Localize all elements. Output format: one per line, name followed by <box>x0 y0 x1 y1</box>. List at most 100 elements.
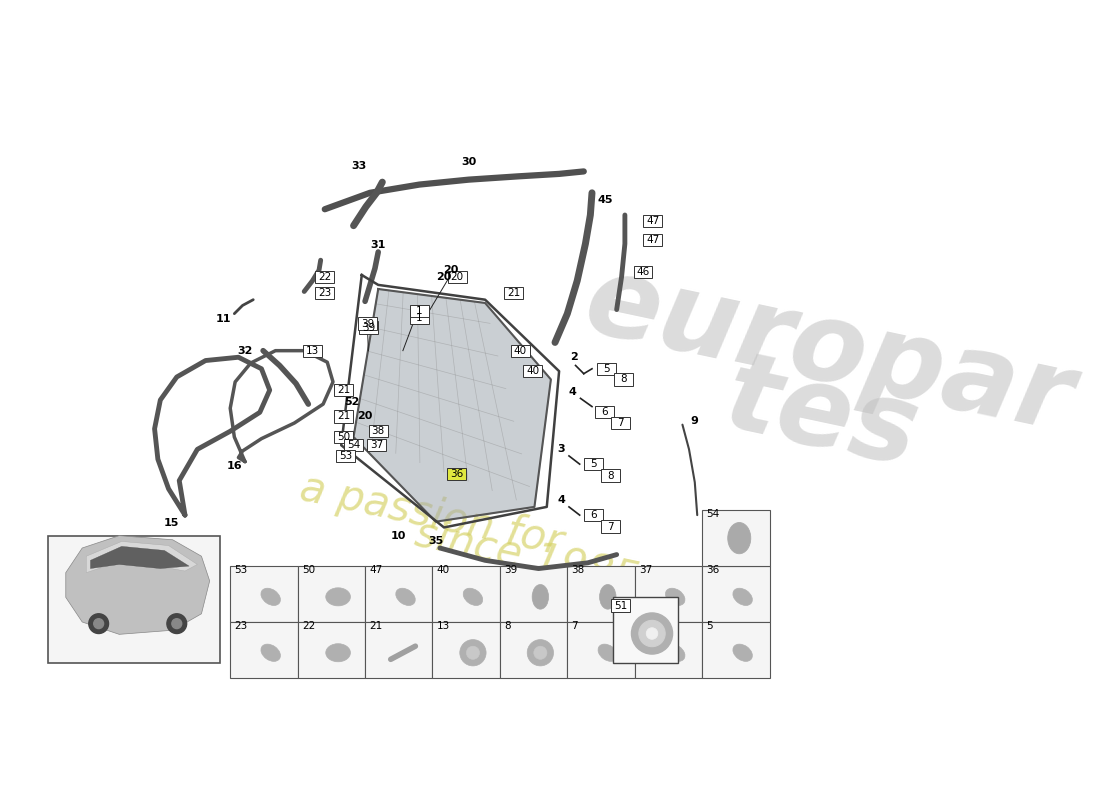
Text: 36: 36 <box>450 469 463 479</box>
Bar <box>702 622 770 678</box>
Circle shape <box>534 646 547 659</box>
Text: 30: 30 <box>461 157 476 166</box>
Ellipse shape <box>261 588 280 606</box>
Bar <box>298 622 365 678</box>
FancyBboxPatch shape <box>344 439 363 451</box>
Text: 37: 37 <box>370 440 383 450</box>
Ellipse shape <box>326 644 351 662</box>
Text: 35: 35 <box>428 537 443 546</box>
Bar <box>702 510 770 566</box>
Text: 46: 46 <box>637 266 650 277</box>
Text: 8: 8 <box>607 470 614 481</box>
Ellipse shape <box>532 585 549 609</box>
Text: 45: 45 <box>597 195 613 206</box>
Ellipse shape <box>733 588 752 606</box>
Bar <box>432 566 499 622</box>
Circle shape <box>527 639 553 666</box>
Bar <box>499 622 568 678</box>
FancyBboxPatch shape <box>448 270 466 283</box>
FancyBboxPatch shape <box>359 318 377 330</box>
Text: 21: 21 <box>337 411 350 422</box>
Text: 50: 50 <box>301 565 315 574</box>
Bar <box>702 566 770 622</box>
FancyBboxPatch shape <box>359 322 377 334</box>
Text: 8: 8 <box>504 621 510 630</box>
FancyBboxPatch shape <box>644 214 662 227</box>
Polygon shape <box>90 546 189 569</box>
Text: 53: 53 <box>339 451 352 461</box>
FancyBboxPatch shape <box>524 365 542 378</box>
Circle shape <box>94 618 103 629</box>
Text: 37: 37 <box>639 565 652 574</box>
Bar <box>613 598 679 663</box>
FancyBboxPatch shape <box>410 305 429 318</box>
Text: 21: 21 <box>507 288 520 298</box>
Text: 4: 4 <box>569 386 576 397</box>
Text: 23: 23 <box>318 288 331 298</box>
Text: europar: europar <box>575 247 1082 454</box>
FancyBboxPatch shape <box>634 266 652 278</box>
Text: 13: 13 <box>306 346 319 356</box>
FancyBboxPatch shape <box>601 521 619 533</box>
Text: 6: 6 <box>591 510 597 520</box>
Text: 21: 21 <box>337 385 350 395</box>
Text: 40: 40 <box>437 565 450 574</box>
FancyBboxPatch shape <box>595 406 614 418</box>
Text: 6: 6 <box>639 621 646 630</box>
Polygon shape <box>353 289 551 522</box>
Bar <box>230 622 298 678</box>
Text: 22: 22 <box>301 621 315 630</box>
Text: 51: 51 <box>614 601 627 610</box>
Circle shape <box>631 613 672 654</box>
Text: 47: 47 <box>646 216 660 226</box>
FancyBboxPatch shape <box>612 417 630 429</box>
Text: 1: 1 <box>416 313 422 322</box>
Text: 47: 47 <box>646 234 660 245</box>
Bar <box>499 566 568 622</box>
Text: 6: 6 <box>601 407 607 418</box>
Text: a passion for: a passion for <box>296 466 566 563</box>
FancyBboxPatch shape <box>584 458 603 470</box>
Text: 3: 3 <box>558 444 565 454</box>
Circle shape <box>89 614 109 634</box>
Text: 20: 20 <box>451 272 464 282</box>
Circle shape <box>647 628 658 639</box>
Circle shape <box>167 614 187 634</box>
FancyBboxPatch shape <box>367 439 386 451</box>
Bar <box>230 566 298 622</box>
Text: 36: 36 <box>706 565 719 574</box>
Bar <box>635 566 702 622</box>
Text: 40: 40 <box>526 366 539 376</box>
Ellipse shape <box>326 588 351 606</box>
Text: 31: 31 <box>371 241 386 250</box>
Text: 38: 38 <box>372 426 385 436</box>
Text: 7: 7 <box>571 621 579 630</box>
Polygon shape <box>86 542 197 573</box>
FancyBboxPatch shape <box>336 450 355 462</box>
Text: 39: 39 <box>504 565 517 574</box>
FancyBboxPatch shape <box>334 384 353 396</box>
FancyBboxPatch shape <box>614 374 632 386</box>
Text: 40: 40 <box>514 346 527 356</box>
Text: 1: 1 <box>416 306 422 316</box>
Bar <box>568 622 635 678</box>
Text: 52: 52 <box>344 397 360 406</box>
Polygon shape <box>66 536 210 634</box>
Ellipse shape <box>666 588 685 606</box>
FancyBboxPatch shape <box>612 599 630 612</box>
Text: 8: 8 <box>620 374 627 385</box>
FancyBboxPatch shape <box>316 270 334 283</box>
Text: 11: 11 <box>216 314 231 325</box>
Text: 33: 33 <box>352 161 367 170</box>
Text: 15: 15 <box>163 518 178 528</box>
Bar <box>365 566 432 622</box>
Circle shape <box>172 618 182 629</box>
Text: 50: 50 <box>337 432 350 442</box>
Circle shape <box>460 639 486 666</box>
Text: 32: 32 <box>238 346 253 356</box>
Text: 7: 7 <box>617 418 624 428</box>
FancyBboxPatch shape <box>302 345 322 357</box>
FancyBboxPatch shape <box>597 362 616 375</box>
FancyBboxPatch shape <box>644 234 662 246</box>
Text: 54: 54 <box>346 440 360 450</box>
